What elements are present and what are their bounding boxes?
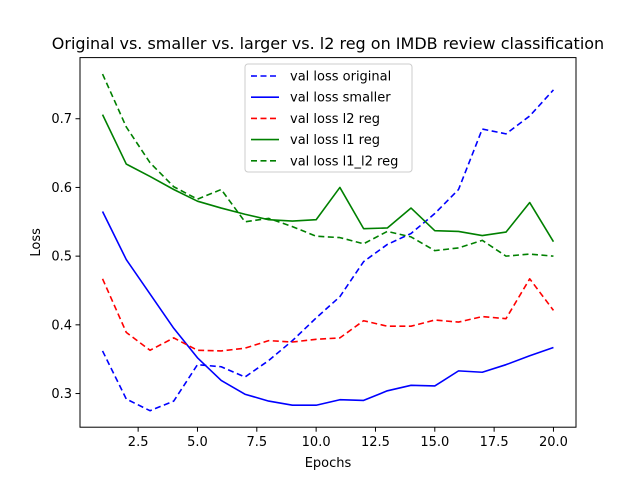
y-tick-label: 0.3 [51,387,72,402]
x-tick-label: 5.0 [187,435,208,450]
series-lines [101,73,555,412]
x-tick-label: 10.0 [302,435,331,450]
x-tick-label: 2.5 [128,435,149,450]
x-tick-label: 17.5 [480,435,509,450]
y-tick-label: 0.6 [51,181,72,196]
series-line-val-loss-smaller [101,211,554,407]
y-axis-label: Loss [29,228,44,257]
y-tick-label: 0.5 [51,250,72,265]
x-axis: 2.5 5.0 7.5 10.0 12.5 15.0 17.5 20.0 [128,427,568,450]
x-tick-label: 15.0 [420,435,449,450]
y-axis: 0.3 0.4 0.5 0.6 0.7 [51,112,80,402]
legend-box [244,63,413,173]
chart-title: Original vs. smaller vs. larger vs. l2 r… [52,34,604,53]
legend-label: val loss l1_l2 reg [290,154,398,169]
legend: val loss original val loss smaller val los… [244,63,413,173]
x-tick-label: 20.0 [539,435,568,450]
y-tick-label: 0.4 [51,318,72,333]
series-line-val-loss-l2-reg [101,278,555,352]
series-line-val-loss-l1-reg [101,114,555,243]
legend-label: val loss l1 reg [290,133,380,148]
legend-label: val loss smaller [290,91,391,106]
legend-label: val loss l2 reg [290,112,380,127]
x-tick-label: 7.5 [246,435,267,450]
series-line-val-loss-original [101,89,555,412]
plot-frame [79,57,577,428]
series-line-val-loss-l1-l2-reg [101,73,554,257]
legend-label: val loss original [290,70,391,85]
x-axis-label: Epochs [305,456,352,471]
y-tick-label: 0.7 [51,112,72,127]
x-tick-label: 12.5 [361,435,390,450]
